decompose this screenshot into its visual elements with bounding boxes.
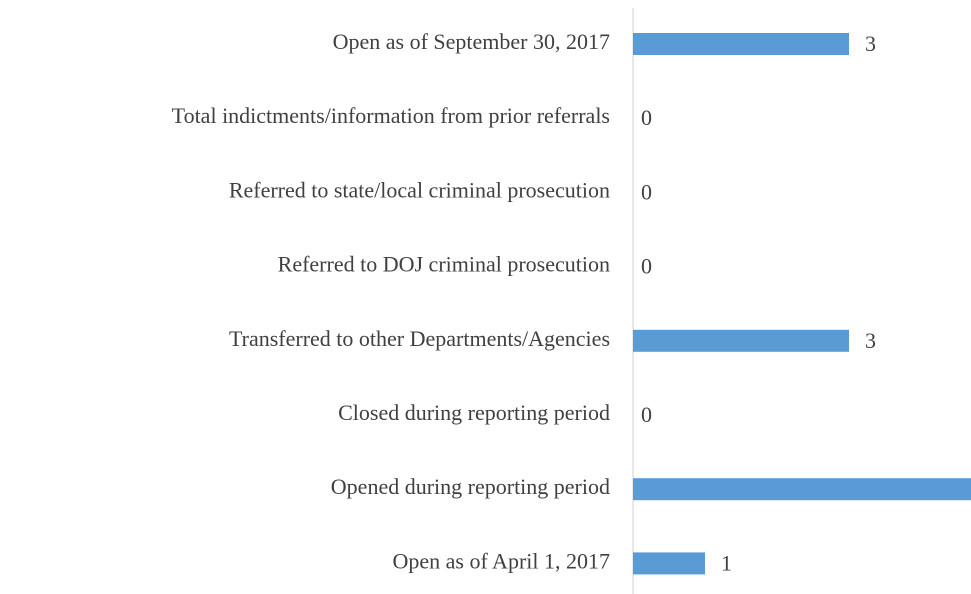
category-label: Total indictments/information from prior… <box>172 103 610 128</box>
category-label: Closed during reporting period <box>338 400 610 425</box>
value-label: 0 <box>641 179 652 204</box>
bar <box>633 478 971 501</box>
value-label: 1 <box>721 550 732 575</box>
value-label: 0 <box>641 105 652 130</box>
category-label: Referred to state/local criminal prosecu… <box>229 177 610 202</box>
bar <box>633 329 849 352</box>
category-label: Open as of September 30, 2017 <box>333 29 610 54</box>
value-label: 3 <box>865 31 876 56</box>
category-label: Open as of April 1, 2017 <box>392 548 610 573</box>
value-label: 3 <box>865 328 876 353</box>
bar <box>633 33 849 55</box>
value-label: 0 <box>641 254 652 279</box>
category-label: Referred to DOJ criminal prosecution <box>278 252 610 277</box>
category-label: Opened during reporting period <box>331 474 610 499</box>
value-label: 0 <box>641 402 652 427</box>
bar <box>633 552 705 575</box>
category-label: Transferred to other Departments/Agencie… <box>229 326 610 351</box>
